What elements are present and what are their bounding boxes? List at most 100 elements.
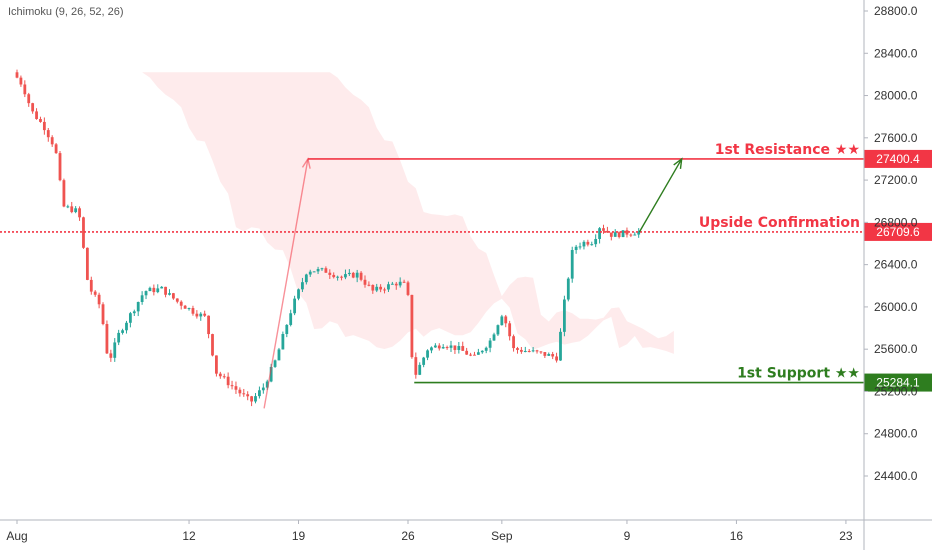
- candle-body: [531, 350, 535, 352]
- projected-move-arrow: [638, 158, 683, 233]
- candle-body: [519, 349, 523, 352]
- candle-body: [160, 286, 164, 289]
- level-label: Upside Confirmation: [699, 215, 860, 231]
- candle-body: [473, 354, 476, 356]
- candle-body: [551, 354, 555, 357]
- candle-body: [527, 351, 531, 353]
- price-tick-label: 25200.0: [874, 384, 918, 398]
- candle-body: [46, 130, 50, 138]
- candle-body: [582, 241, 586, 247]
- candle-body: [512, 336, 515, 349]
- candle-body: [269, 366, 273, 382]
- candle-body: [476, 352, 480, 355]
- candle-body: [277, 349, 281, 361]
- candle-body: [433, 345, 437, 348]
- candle-body: [183, 305, 187, 309]
- candle-body: [625, 230, 629, 235]
- ichimoku-cloud: [1, 72, 674, 354]
- level-label: 1st Resistance ★★: [715, 142, 860, 158]
- candle-body: [402, 281, 406, 283]
- candle-body: [371, 284, 375, 291]
- candle-body: [242, 393, 246, 395]
- level-price-tag: [864, 222, 932, 241]
- candle-body: [250, 396, 253, 402]
- candle-body: [113, 342, 117, 358]
- candle-body: [89, 279, 93, 292]
- time-tick-label: Sep: [491, 529, 513, 543]
- price-tick-label: 24400.0: [874, 469, 918, 483]
- candle-body: [418, 364, 422, 375]
- candle-body: [328, 272, 332, 275]
- candle-body: [555, 356, 558, 361]
- candle-body: [258, 390, 261, 397]
- candle-body: [203, 313, 207, 316]
- candle-body: [445, 347, 449, 349]
- level-label: 1st Support ★★: [737, 366, 860, 382]
- candle-body: [301, 282, 304, 290]
- candle-body: [465, 350, 469, 355]
- candle-body: [469, 354, 472, 356]
- candle-body: [598, 228, 601, 239]
- candle-body: [621, 230, 625, 238]
- candle-body: [394, 283, 398, 286]
- candle-body: [570, 250, 574, 279]
- candle-body: [508, 323, 512, 337]
- candle-body: [199, 313, 203, 317]
- price-tick-label: 28800.0: [874, 4, 918, 18]
- candle-body: [85, 247, 89, 280]
- price-tick-label: 28400.0: [874, 46, 918, 60]
- candle-body: [543, 352, 547, 356]
- candle-body: [484, 347, 488, 351]
- candle-body: [347, 272, 351, 275]
- candle-body: [207, 315, 210, 335]
- candle-body: [121, 330, 124, 333]
- candle-body: [379, 286, 383, 290]
- time-tick-label: 12: [182, 529, 196, 543]
- candle-body: [453, 345, 457, 350]
- candle-body: [363, 279, 367, 285]
- price-tick-label: 27200.0: [874, 173, 918, 187]
- candle-body: [387, 284, 390, 290]
- level-price-tag-text: 25284.1: [876, 376, 920, 390]
- candle-body: [238, 389, 242, 394]
- candle-body: [500, 316, 504, 326]
- level-price-tag: [864, 373, 932, 392]
- price-tick-label: 28000.0: [874, 89, 918, 103]
- candle-body: [172, 293, 175, 299]
- candle-body: [430, 347, 433, 351]
- candle-body: [449, 345, 453, 348]
- candle-body: [215, 355, 218, 374]
- candle-body: [359, 272, 363, 280]
- candle-body: [164, 286, 167, 295]
- candle-body: [637, 231, 641, 235]
- candle-body: [340, 276, 343, 278]
- candle-body: [128, 313, 132, 323]
- candle-body: [27, 94, 31, 104]
- candle-body: [308, 271, 312, 275]
- candle-body: [97, 294, 101, 305]
- level-price-tag-text: 26709.6: [876, 225, 920, 239]
- time-tick-label: 9: [624, 529, 631, 543]
- candle-body: [23, 84, 27, 95]
- candle-body: [168, 293, 171, 295]
- candle-body: [187, 308, 191, 310]
- candle-body: [578, 246, 582, 248]
- candle-body: [523, 351, 527, 353]
- candle-body: [437, 345, 441, 349]
- time-tick-label: 16: [730, 529, 744, 543]
- candle-body: [351, 272, 355, 278]
- candle-body: [117, 332, 121, 343]
- candle-body: [136, 301, 140, 312]
- candle-body: [390, 283, 394, 285]
- candle-body: [574, 246, 578, 251]
- candle-body: [144, 291, 148, 296]
- candle-body: [297, 289, 300, 299]
- candle-body: [152, 287, 156, 293]
- candle-body: [19, 77, 23, 85]
- candle-body: [590, 244, 594, 246]
- candle-body: [617, 232, 621, 238]
- candle-body: [633, 234, 637, 236]
- candle-body: [35, 111, 38, 120]
- candle-body: [293, 298, 297, 314]
